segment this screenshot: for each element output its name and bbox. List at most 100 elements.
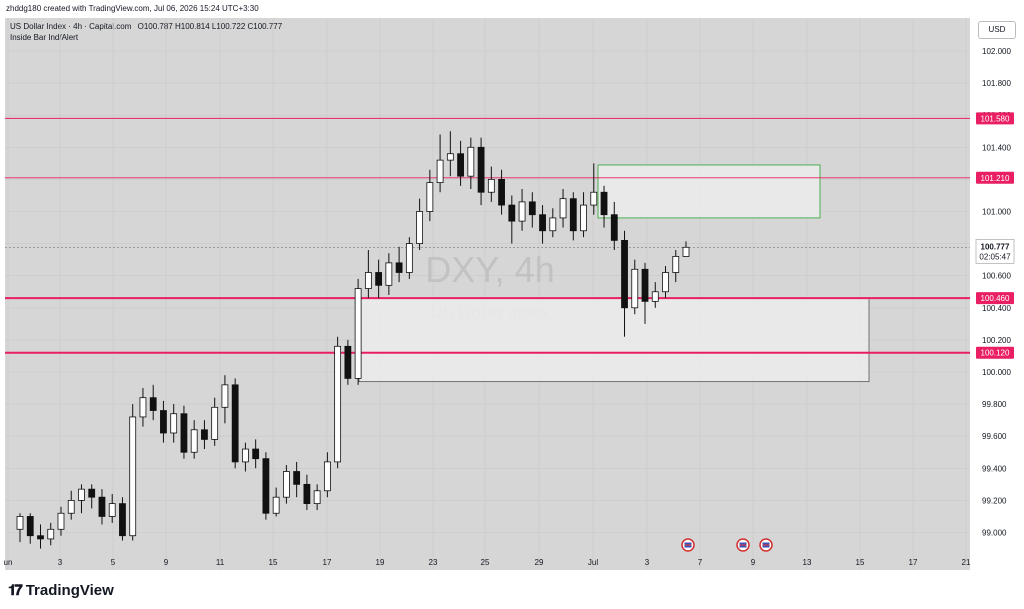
candle [88,484,96,509]
candle [293,461,301,498]
time-tick: 3 [58,558,63,567]
symbol-title[interactable]: US Dollar Index · 4h · Capital.com [10,22,132,31]
candle-body [201,429,208,440]
candle-body [682,246,690,257]
candle-body [16,516,24,530]
time-tick: 13 [803,558,812,567]
time-tick: 17 [909,558,918,567]
candle-body [498,178,505,206]
candle [631,259,639,315]
legend-line: US Dollar Index · 4h · Capital.com O100.… [10,22,282,31]
candle-body [631,268,639,309]
time-tick: 9 [751,558,756,567]
price-tick: 100.000 [982,368,1011,377]
candle-body [47,528,55,540]
candle [477,137,485,206]
candle [78,484,85,514]
candle [416,198,424,251]
candle [26,513,34,544]
candle-body [211,406,219,440]
candle-body [129,416,137,537]
time-tick: un [4,558,13,567]
watermark-ticker: DXY, 4h [425,249,554,290]
candle [47,522,55,546]
indicator-label[interactable]: Inside Bar Ind/Alert [10,33,79,42]
candle [590,163,598,215]
candle [57,506,65,536]
candle [313,484,321,511]
time-tick: 17 [323,558,332,567]
brand-name: TradingView [25,582,114,599]
price-tick: 100.600 [982,272,1011,281]
candle [375,259,383,299]
candle-body [621,239,628,309]
candle [539,205,546,244]
candle-body [354,288,362,379]
time-tick: 21 [962,558,971,567]
candle [446,131,454,177]
candle [508,195,516,244]
time-tick: 3 [645,558,650,567]
time-tick: 19 [376,558,385,567]
time-tick: 29 [535,558,544,567]
candle [610,201,618,251]
currency-button[interactable]: USD [978,21,1016,39]
candle-body [303,483,311,505]
candle [354,278,362,385]
ohlc-values: O100.787 H100.814 L100.722 C100.777 [137,22,283,31]
candle-body [590,191,598,206]
candle-body [446,153,454,161]
level-label: 101.210 [981,174,1010,183]
price-tick: 99.400 [982,464,1007,473]
candle [201,420,208,450]
candle [272,487,280,517]
candle [549,208,557,238]
candle [67,490,75,520]
countdown-label: 02:05:47 [979,252,1011,261]
candle [498,169,505,215]
candle [672,250,680,283]
candle-body [508,204,516,222]
candle-body [139,397,147,418]
price-tick: 100.400 [982,304,1011,313]
candle-body [88,488,96,498]
last-price-box [975,238,1015,264]
price-tick: 101.000 [982,208,1011,217]
candle [395,246,403,283]
price-tick: 99.200 [982,496,1007,505]
level-label: 100.460 [981,294,1010,303]
candle [467,137,475,190]
candle [211,397,219,446]
candle-body [26,516,34,537]
demand-zone [358,297,870,383]
candle [405,237,413,279]
candle-body [344,345,352,379]
candle [323,452,331,498]
credit-text: zhddg180 created with TradingView.com, J… [6,4,259,13]
level-label: 100.120 [981,349,1010,358]
candle-body [170,413,178,434]
candle [580,192,587,238]
candle-body [364,272,372,289]
candle [641,262,649,324]
candle [37,524,44,549]
event-flag-icon [681,538,695,552]
candle-body [323,461,331,492]
candle-body [559,198,567,219]
time-tick: 11 [216,558,225,567]
candle [436,134,444,193]
candle-body [119,503,126,537]
candle-body [487,178,495,193]
candle-body [405,243,413,273]
candle-body [282,471,290,498]
candle-body [272,496,280,514]
candle-body [672,256,680,273]
tradingview-logo-icon: 𝟏𝟕 [8,582,23,599]
candle-body [416,211,424,244]
candle-body [78,488,85,501]
candle [518,189,526,231]
candle [190,420,198,459]
candle-body [426,182,434,212]
candle-body [313,490,321,505]
candle [160,400,167,443]
